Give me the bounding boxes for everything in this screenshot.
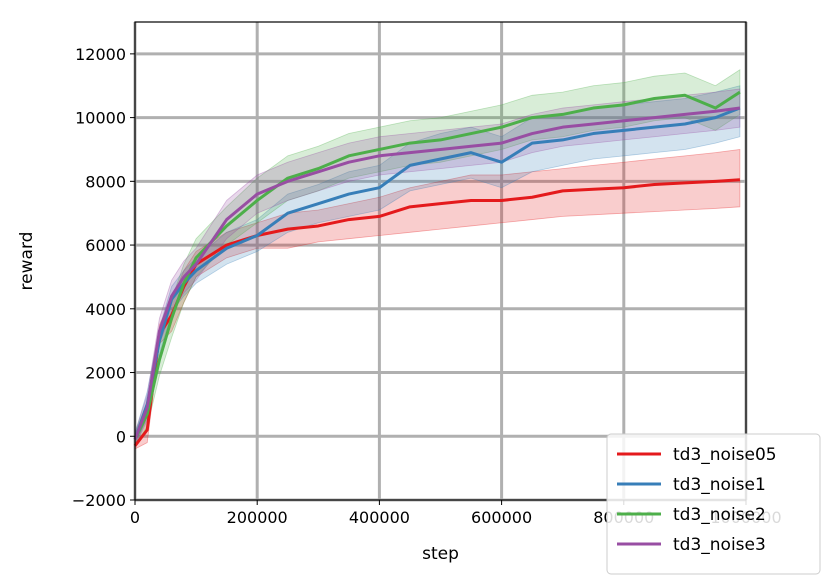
y-axis-label: reward <box>17 232 37 291</box>
confidence-band-td3_noise1 <box>134 85 741 446</box>
y-tick-label: 6000 <box>85 236 126 255</box>
y-tick-label: 2000 <box>85 364 126 383</box>
confidence-band-td3_noise05 <box>134 149 741 450</box>
series-line-td3_noise3 <box>133 106 741 440</box>
y-tick-label: 8000 <box>85 172 126 191</box>
legend: td3_noise05 td3_noise1 td3_noise2 td3_noise… <box>606 433 821 575</box>
x-tick-label: 600000 <box>471 508 532 527</box>
plot-frame <box>134 21 747 501</box>
legend-label-td3_noise05: td3_noise05 <box>673 445 777 465</box>
y-tick-label: 10000 <box>75 109 126 128</box>
x-tick-label: 200000 <box>227 508 288 527</box>
y-tick-label: 12000 <box>75 45 126 64</box>
legend-label-td3_noise2: td3_noise2 <box>673 505 766 525</box>
x-axis-label: step <box>422 544 459 564</box>
confidence-band-td3_noise2 <box>134 69 741 448</box>
y-tick-label: 4000 <box>85 300 126 319</box>
legend-box <box>606 433 821 575</box>
x-tick-label: 0 <box>130 508 140 527</box>
line-layer <box>133 90 741 447</box>
y-axis-ticks: −2000 0 2000 4000 6000 8000 10000 12000 <box>72 45 135 510</box>
x-tick-label: 400000 <box>349 508 410 527</box>
y-tick-label: 0 <box>116 427 126 446</box>
legend-label-td3_noise1: td3_noise1 <box>673 475 766 495</box>
y-tick-label: −2000 <box>72 491 126 510</box>
legend-label-td3_noise3: td3_noise3 <box>673 535 766 555</box>
series-line-td3_noise2 <box>133 90 741 441</box>
